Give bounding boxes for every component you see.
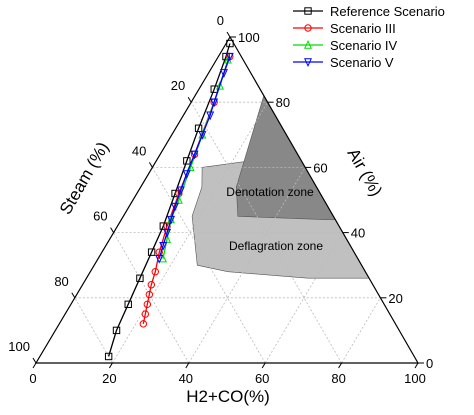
series-3-point-1 — [219, 69, 228, 78]
grid-line-fuel-60 — [264, 232, 344, 364]
series-3-point-4 — [198, 131, 207, 140]
legend-marker-0 — [304, 7, 312, 15]
series-0-point-11 — [104, 352, 113, 361]
tick-label-left-0: 0 — [217, 13, 224, 28]
tick-label-bottom-0: 0 — [29, 371, 36, 386]
axis-title-left: Steam (%) — [56, 139, 113, 218]
legend-label-1: Scenario III — [330, 21, 396, 36]
zone-label-deflagration: Deflagration zone — [229, 239, 323, 253]
series-0-point-9 — [124, 300, 132, 309]
grid-line-fuel-80 — [341, 297, 381, 364]
series-3-point-7 — [176, 186, 185, 196]
tick-label-left-100: 100 — [8, 339, 30, 354]
grid-line-steam-40 — [152, 167, 266, 364]
legend-marker-1 — [304, 24, 312, 32]
tick-label-left-20: 20 — [171, 78, 185, 93]
tick-mark-bottom-60 — [261, 362, 266, 369]
series-layer — [104, 39, 234, 361]
tick-label-bottom-20: 20 — [102, 371, 116, 386]
triangle-frame — [34, 35, 420, 364]
series-3 — [155, 52, 234, 264]
tick-mark-left-20 — [187, 96, 192, 103]
tick-label-right-60: 60 — [313, 160, 327, 175]
grid-line-steam-60 — [113, 232, 190, 364]
series-line-0 — [107, 43, 231, 357]
series-3-point-11 — [159, 241, 168, 251]
tick-mark-bottom-80 — [338, 362, 343, 369]
series-3-point-9 — [167, 215, 175, 225]
axis-title-bottom: H2+CO(%) — [186, 387, 270, 406]
tick-label-right-80: 80 — [276, 95, 290, 110]
legend-marker-3 — [304, 58, 312, 68]
series-1-point-8 — [145, 290, 154, 299]
triangle-outline — [34, 35, 420, 364]
tick-label-right-20: 20 — [388, 291, 402, 306]
legend-label-3: Scenario V — [330, 55, 394, 70]
tick-mark-left-40 — [148, 162, 153, 168]
series-0-point-8 — [136, 274, 144, 282]
series-3-point-5 — [190, 150, 199, 160]
series-0-point-0 — [226, 39, 234, 48]
tick-label-left-60: 60 — [93, 209, 107, 224]
grid-line-fuel-20 — [112, 101, 268, 364]
axis-title-right: Air (%) — [344, 145, 386, 199]
legend-label-0: Reference Scenario — [330, 4, 445, 19]
series-line-3 — [158, 56, 231, 259]
tick-label-left-40: 40 — [132, 143, 146, 158]
series-3-point-8 — [170, 202, 179, 212]
tick-mark-left-0 — [226, 31, 231, 38]
tick-mark-bottom-20 — [108, 362, 113, 369]
tick-label-right-100: 100 — [238, 30, 260, 45]
grid-line-fuel-40 — [188, 167, 306, 364]
tick-label-bottom-60: 60 — [255, 371, 269, 386]
tick-label-left-80: 80 — [54, 274, 68, 289]
series-0-point-7 — [147, 248, 156, 256]
tick-mark-bottom-0 — [32, 362, 37, 369]
series-1-point-11 — [139, 320, 148, 328]
grid-line-steam-80 — [74, 297, 113, 364]
legend: Reference Scenario Scenario III Scenario I… — [293, 4, 445, 70]
tick-label-bottom-100: 100 — [404, 371, 426, 386]
tick-mark-left-100 — [32, 357, 37, 364]
series-1-point-7 — [147, 281, 156, 289]
zone-1 — [235, 94, 336, 220]
series-3-point-12 — [155, 254, 164, 264]
series-1-point-6 — [151, 268, 159, 276]
series-3-point-0 — [225, 52, 234, 62]
grid-layer — [74, 101, 381, 364]
series-0-point-10 — [112, 326, 121, 335]
tick-label-right-40: 40 — [351, 226, 365, 241]
zone-label-denotation: Denotation zone — [226, 185, 314, 199]
legend-label-2: Scenario IV — [330, 38, 398, 53]
tick-mark-bottom-100 — [414, 362, 419, 369]
series-3-point-10 — [163, 228, 172, 238]
series-3-point-3 — [206, 111, 215, 121]
tick-mark-left-60 — [110, 227, 115, 233]
series-2-point-1 — [216, 80, 224, 90]
tick-mark-left-80 — [71, 292, 76, 299]
series-3-point-2 — [210, 98, 219, 108]
tick-mark-bottom-40 — [185, 362, 190, 369]
tick-label-right-0: 0 — [426, 356, 433, 371]
tick-label-bottom-40: 40 — [179, 371, 193, 386]
series-1-point-9 — [143, 300, 152, 309]
series-0-point-4 — [183, 157, 191, 165]
series-3-point-6 — [182, 170, 191, 179]
legend-marker-2 — [304, 39, 312, 49]
tick-label-bottom-80: 80 — [331, 371, 345, 386]
series-1-point-10 — [141, 310, 150, 318]
